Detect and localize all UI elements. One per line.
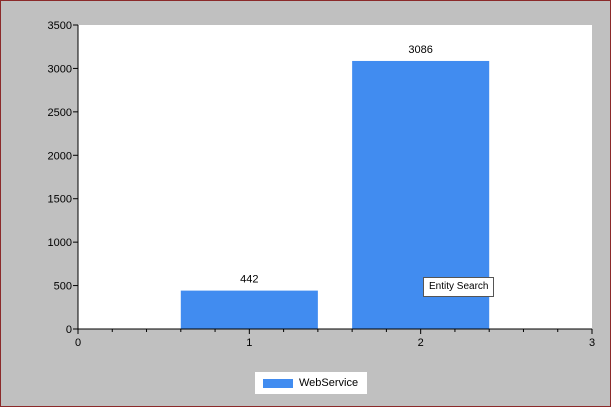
y-tick-label: 3000 bbox=[48, 63, 72, 75]
data-label: 3086 bbox=[408, 44, 432, 56]
y-tick-label: 500 bbox=[54, 281, 72, 293]
y-tick-label: 2500 bbox=[48, 107, 72, 119]
x-tick-label: 3 bbox=[589, 337, 595, 349]
y-tick-label: 2000 bbox=[48, 150, 72, 162]
legend: WebService bbox=[255, 372, 367, 394]
bar bbox=[180, 290, 318, 329]
plot-area bbox=[78, 25, 592, 329]
y-tick-label: 1000 bbox=[48, 237, 72, 249]
legend-label: WebService bbox=[299, 377, 359, 389]
axes-layer bbox=[73, 24, 593, 334]
tooltip: Entity Search bbox=[423, 277, 495, 297]
y-tick-label: 3500 bbox=[48, 20, 72, 32]
legend-swatch bbox=[263, 378, 293, 388]
y-tick-label: 1500 bbox=[48, 194, 72, 206]
labels-layer: 442 3086 0 500 1000 1500 2000 2500 3000 3500 0 1 2 3 bbox=[48, 20, 596, 349]
data-label: 442 bbox=[240, 274, 258, 286]
x-tick-label: 2 bbox=[418, 337, 424, 349]
x-tick-label: 1 bbox=[246, 337, 252, 349]
x-tick-label: 0 bbox=[75, 337, 81, 349]
y-tick-label: 0 bbox=[66, 324, 72, 336]
